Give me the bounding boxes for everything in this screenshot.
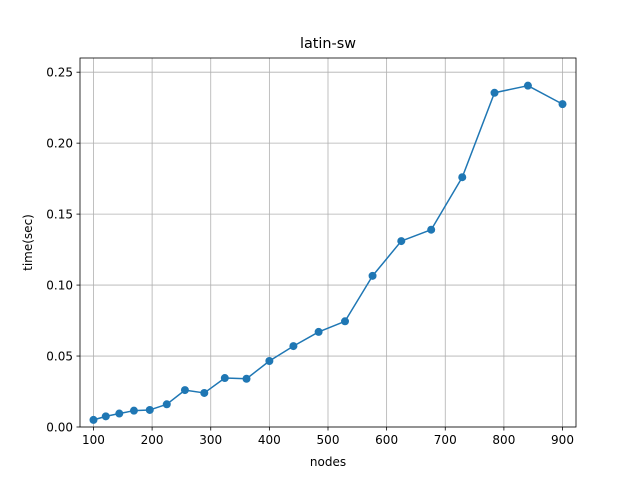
data-point [101, 412, 110, 421]
x-tick-label: 700 [434, 433, 457, 447]
x-tick-label: 900 [551, 433, 574, 447]
data-point [180, 386, 189, 395]
data-point [200, 388, 209, 397]
data-point [129, 406, 138, 415]
series-layer [89, 81, 567, 424]
data-point [314, 327, 323, 336]
data-point [265, 357, 274, 366]
x-axis-ticks: 100 200 300 400 500 600 700 800 900 [82, 427, 574, 447]
y-tick-label: 0.10 [46, 278, 73, 292]
x-tick-label: 600 [375, 433, 398, 447]
y-tick-label: 0.05 [46, 349, 73, 363]
chart-title: latin-sw [300, 36, 356, 52]
x-tick-label: 800 [492, 433, 515, 447]
data-point [220, 374, 229, 383]
data-point [145, 405, 154, 414]
x-tick-label: 300 [199, 433, 222, 447]
y-tick-label: 0.20 [46, 136, 73, 150]
data-point [115, 409, 124, 418]
data-point [397, 237, 406, 246]
x-tick-label: 100 [82, 433, 105, 447]
y-tick-label: 0.00 [46, 420, 73, 434]
y-axis-ticks: 0.00 0.05 0.10 0.15 0.20 0.25 [46, 65, 80, 434]
data-point [427, 225, 436, 234]
y-tick-label: 0.25 [46, 65, 73, 79]
data-point [242, 374, 251, 383]
x-axis-label: nodes [310, 455, 346, 469]
data-point [458, 173, 467, 182]
data-point [341, 317, 350, 326]
data-point [523, 81, 532, 90]
x-tick-label: 200 [141, 433, 164, 447]
data-point [162, 400, 171, 409]
y-tick-label: 0.15 [46, 207, 73, 221]
data-point [490, 88, 499, 97]
x-tick-label: 500 [317, 433, 340, 447]
x-tick-label: 400 [258, 433, 281, 447]
data-point [89, 415, 98, 424]
data-point [368, 271, 377, 280]
data-point [289, 342, 298, 351]
y-axis-label: time(sec) [21, 214, 35, 271]
data-point [558, 100, 567, 109]
